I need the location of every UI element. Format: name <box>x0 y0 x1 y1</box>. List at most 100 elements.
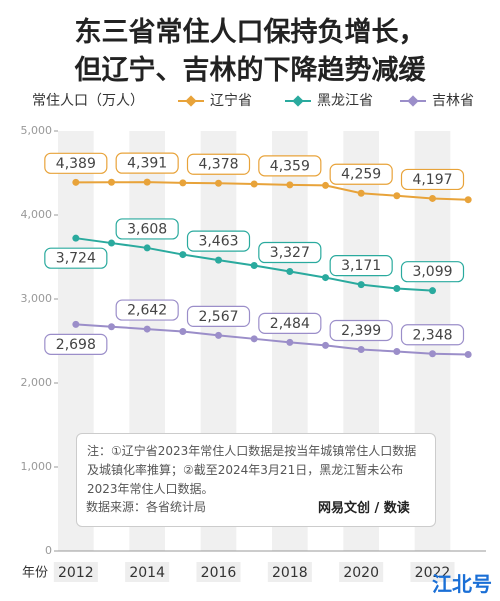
point <box>108 323 115 331</box>
point <box>322 181 329 189</box>
y-tick-label: 0 <box>45 544 52 557</box>
label-box <box>258 241 322 264</box>
legend-marker <box>292 95 304 107</box>
value-label: 4,378 <box>198 157 238 173</box>
value-label: 3,099 <box>412 264 452 280</box>
y-tick-label: 1,000 <box>21 460 53 473</box>
value-label: 4,389 <box>56 156 96 172</box>
x-tick-label: 2014 <box>129 565 165 581</box>
label-box <box>329 255 393 277</box>
title-line: 东三省常住人口保持负增长， <box>74 17 426 48</box>
value-label: 2,348 <box>412 327 452 343</box>
point <box>357 345 365 353</box>
label-box <box>186 230 251 252</box>
value-label: 3,608 <box>127 221 167 237</box>
point <box>322 341 329 349</box>
x-tick-box <box>125 562 170 582</box>
x-tick-box <box>339 562 384 582</box>
value-label: 2,642 <box>127 303 167 319</box>
point <box>286 268 294 276</box>
label-box <box>329 319 393 342</box>
point <box>393 285 401 292</box>
x-axis-label: 年份 <box>22 566 48 581</box>
point <box>215 179 222 187</box>
x-tick-box <box>410 562 455 582</box>
legend-marker <box>407 95 419 107</box>
label-box <box>115 152 179 174</box>
y-axis-label: 常住人口（万人） <box>32 93 144 109</box>
legend-label: 辽宁省 <box>210 92 252 109</box>
x-tick-label: 2012 <box>58 565 94 581</box>
point <box>250 261 258 269</box>
value-label: 3,724 <box>56 251 96 267</box>
point <box>215 256 222 264</box>
x-tick-box <box>196 562 241 582</box>
point <box>143 325 151 333</box>
point <box>322 274 329 282</box>
legend-label: 吉林省 <box>432 93 474 109</box>
label-box <box>258 312 322 334</box>
legend-marker <box>185 95 197 107</box>
point <box>250 180 258 188</box>
point <box>72 178 80 186</box>
y-tick-label: 5,000 <box>21 124 53 137</box>
value-label: 4,197 <box>412 172 452 188</box>
point <box>357 189 365 197</box>
point <box>286 181 294 189</box>
label-box <box>400 261 465 283</box>
watermark: 江北号 <box>432 572 492 596</box>
title-line: 但辽宁、吉林的下降趋势减缓 <box>74 55 426 86</box>
x-tick-label: 2022 <box>415 565 451 581</box>
value-label: 2,484 <box>270 316 310 332</box>
x-tick-label: 2018 <box>272 565 308 581</box>
value-label: 2,399 <box>341 323 381 339</box>
point <box>179 328 187 336</box>
point <box>72 320 80 328</box>
point <box>179 179 187 187</box>
value-label: 4,259 <box>341 167 381 183</box>
label-box <box>186 153 251 175</box>
label-box <box>329 163 393 185</box>
x-tick-box <box>267 562 312 582</box>
value-label: 3,463 <box>198 234 238 250</box>
source: 数据来源：各省统计局 <box>86 500 207 514</box>
series-line <box>75 323 469 356</box>
value-label: 4,391 <box>127 156 167 172</box>
label-box <box>400 168 465 191</box>
point <box>179 251 187 259</box>
point <box>72 234 80 242</box>
label-box <box>44 333 108 355</box>
y-tick-label: 3,000 <box>21 292 53 305</box>
y-tick-label: 2,000 <box>21 376 53 389</box>
point <box>286 338 294 346</box>
point <box>464 351 472 359</box>
value-label: 4,359 <box>270 158 310 174</box>
point <box>429 287 436 295</box>
value-label: 3,171 <box>341 258 381 274</box>
point <box>143 178 151 186</box>
value-label: 2,567 <box>198 309 238 325</box>
value-label: 2,698 <box>56 337 96 353</box>
y-tick-label: 4,000 <box>21 208 53 221</box>
point <box>108 178 115 186</box>
point <box>429 194 436 202</box>
x-tick-label: 2016 <box>201 565 237 581</box>
point <box>429 350 436 358</box>
x-tick-label: 2020 <box>343 565 379 581</box>
x-tick-box <box>53 562 98 582</box>
point <box>464 196 472 204</box>
point <box>108 239 115 247</box>
point <box>357 281 365 289</box>
label-box <box>400 324 465 346</box>
point <box>215 331 222 339</box>
label-box <box>115 299 179 321</box>
label-box <box>44 247 108 269</box>
point <box>143 244 151 252</box>
label-box <box>44 152 108 174</box>
point <box>393 192 401 200</box>
value-label: 3,327 <box>270 245 310 261</box>
brand: 网易文创 / 数读 <box>318 501 410 516</box>
point <box>393 348 401 355</box>
